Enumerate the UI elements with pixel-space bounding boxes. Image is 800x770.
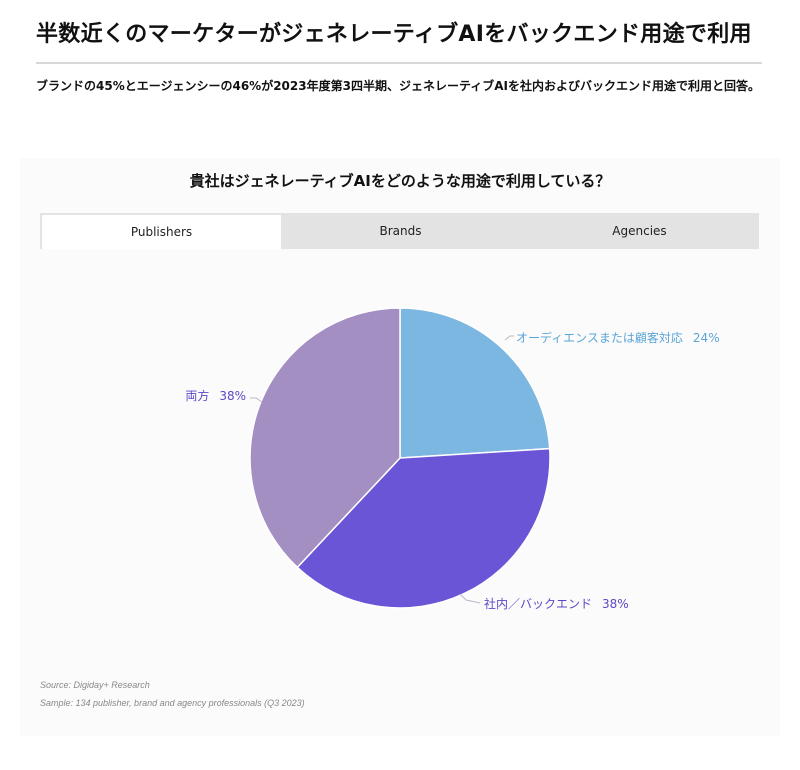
- pie-slice-3[interactable]: [249, 307, 401, 569]
- pie-slice-1[interactable]: [399, 307, 551, 459]
- page-subhead: ブランドの45%とエージェンシーの46%が2023年度第3四半期、ジェネレーティ…: [36, 79, 760, 93]
- slice-label-name-3: 両方: [185, 388, 209, 403]
- leader-line-3: [250, 397, 263, 403]
- page-headline: 半数近くのマーケターがジェネレーティブAIをバックエンド用途で利用: [36, 22, 752, 47]
- sample-note: Sample: 134 publisher, brand and agency …: [40, 698, 305, 708]
- slice-label-value-2: 38%: [602, 597, 629, 611]
- tab-brands[interactable]: Brands: [379, 224, 422, 238]
- headline-divider: [36, 62, 762, 64]
- pie-slice-2[interactable]: [296, 447, 551, 609]
- slice-label-value-3: 38%: [219, 389, 246, 403]
- leader-line-2: [459, 593, 481, 604]
- slice-label-name-1: オーディエンスまたは顧客対応: [516, 330, 683, 345]
- slice-label-2: 社内／バックエンド 38%: [484, 596, 629, 611]
- tab-agencies[interactable]: Agencies: [612, 224, 667, 238]
- chart-title: 貴社はジェネレーティブAIをどのような用途で利用している？: [189, 172, 611, 190]
- slice-label-value-1: 24%: [693, 331, 720, 345]
- slice-label-3: 両方 38%: [185, 388, 246, 403]
- tab-publishers[interactable]: Publishers: [42, 215, 281, 249]
- slice-label-1: オーディエンスまたは顧客対応 24%: [516, 330, 720, 345]
- leader-line-1: [504, 335, 514, 341]
- source-note: Source: Digiday+ Research: [40, 680, 150, 690]
- chart-tabs: Publishers Brands Agencies: [40, 213, 759, 249]
- slice-label-name-2: 社内／バックエンド: [484, 596, 592, 611]
